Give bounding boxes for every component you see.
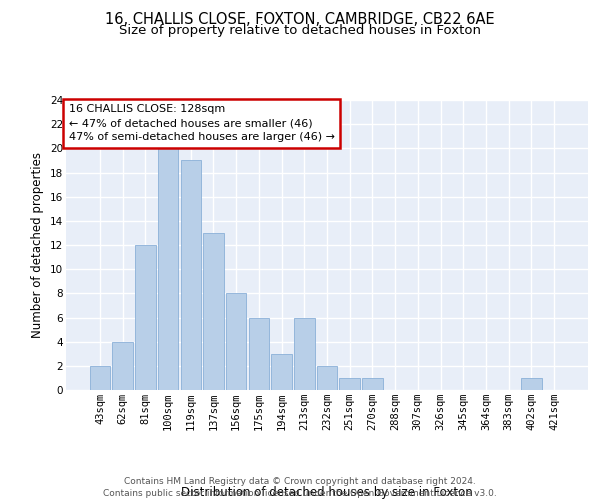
Bar <box>158 148 178 390</box>
Bar <box>271 354 292 390</box>
Bar <box>112 342 133 390</box>
Text: 16 CHALLIS CLOSE: 128sqm
← 47% of detached houses are smaller (46)
47% of semi-d: 16 CHALLIS CLOSE: 128sqm ← 47% of detach… <box>68 104 335 142</box>
Text: Size of property relative to detached houses in Foxton: Size of property relative to detached ho… <box>119 24 481 37</box>
Y-axis label: Number of detached properties: Number of detached properties <box>31 152 44 338</box>
Bar <box>248 318 269 390</box>
Text: Contains HM Land Registry data © Crown copyright and database right 2024.
Contai: Contains HM Land Registry data © Crown c… <box>103 476 497 498</box>
Bar <box>203 233 224 390</box>
Bar <box>226 294 247 390</box>
Bar <box>294 318 314 390</box>
Bar <box>362 378 383 390</box>
Text: 16, CHALLIS CLOSE, FOXTON, CAMBRIDGE, CB22 6AE: 16, CHALLIS CLOSE, FOXTON, CAMBRIDGE, CB… <box>105 12 495 28</box>
Bar <box>521 378 542 390</box>
X-axis label: Distribution of detached houses by size in Foxton: Distribution of detached houses by size … <box>181 486 473 499</box>
Bar <box>135 245 155 390</box>
Bar <box>340 378 360 390</box>
Bar <box>181 160 201 390</box>
Bar <box>317 366 337 390</box>
Bar <box>90 366 110 390</box>
